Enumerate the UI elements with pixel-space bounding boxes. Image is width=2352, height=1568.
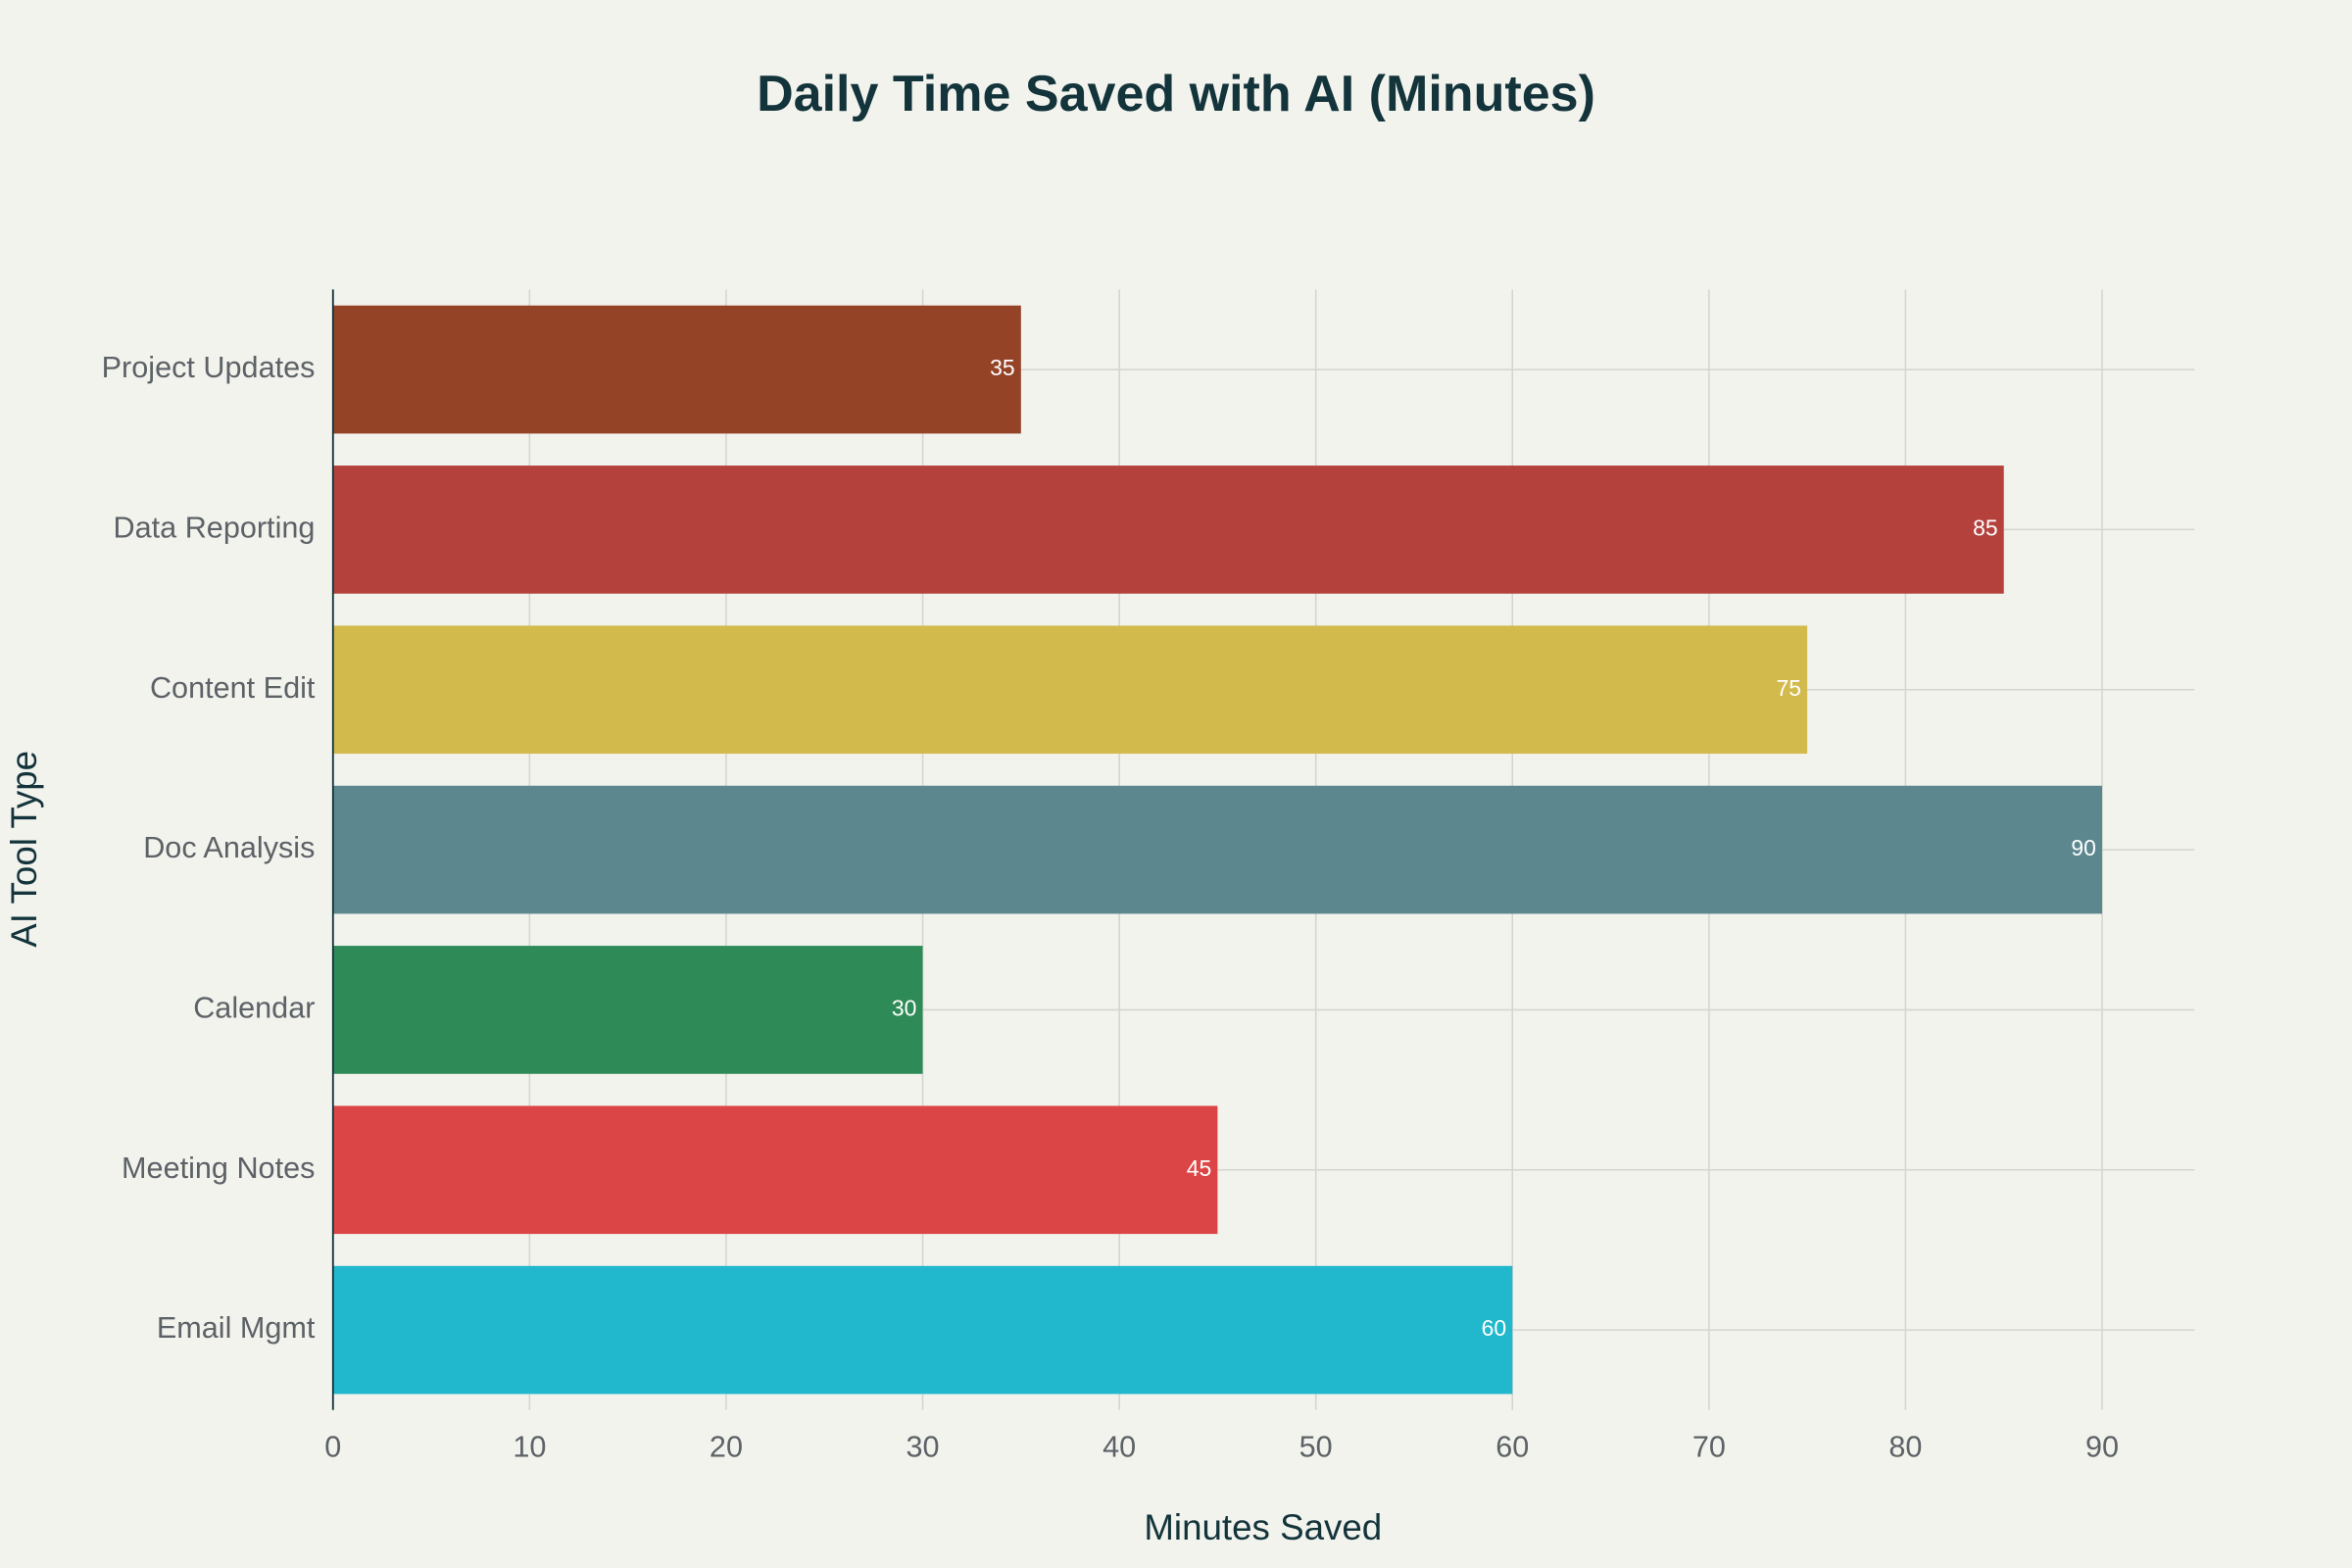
- bar: [332, 625, 1808, 755]
- x-tick-label: 40: [1102, 1431, 1136, 1464]
- y-axis-title: AI Tool Type: [4, 751, 44, 948]
- x-tick-label: 80: [1888, 1431, 1922, 1464]
- bar: [332, 1105, 1218, 1235]
- value-label: 75: [1777, 675, 1802, 701]
- y-tick-label: Meeting Notes: [122, 1152, 315, 1185]
- bar: [332, 1265, 1513, 1395]
- bar: [332, 466, 2004, 594]
- chart-title: Daily Time Saved with AI (Minutes): [757, 66, 1595, 122]
- bar: [332, 785, 2103, 914]
- value-label: 45: [1187, 1155, 1212, 1181]
- x-tick-label: 30: [906, 1431, 940, 1464]
- value-label: 35: [990, 355, 1015, 380]
- y-tick-label: Content Edit: [150, 671, 316, 705]
- bar: [332, 946, 923, 1074]
- y-tick-label: Doc Analysis: [143, 831, 315, 864]
- bars: 60 45 30 90 75 85 35: [332, 305, 2103, 1395]
- y-tick-label: Calendar: [193, 992, 315, 1025]
- value-label: 90: [2071, 835, 2096, 860]
- x-tick-label: 60: [1495, 1431, 1529, 1464]
- y-tick-label: Project Updates: [102, 351, 316, 384]
- value-label: 30: [892, 995, 917, 1020]
- x-tick-label: 70: [1692, 1431, 1726, 1464]
- y-tick-label: Email Mgmt: [157, 1311, 316, 1345]
- y-tick-label: Data Reporting: [114, 512, 316, 545]
- x-tick-label: 0: [324, 1431, 341, 1464]
- value-label: 85: [1973, 514, 1998, 540]
- x-tick-label: 20: [710, 1431, 743, 1464]
- bar: [332, 305, 1021, 434]
- x-axis-title: Minutes Saved: [1144, 1507, 1382, 1547]
- x-tick-label: 10: [513, 1431, 546, 1464]
- x-tick-label: 50: [1299, 1431, 1333, 1464]
- x-tick-label: 90: [2085, 1431, 2119, 1464]
- value-label: 60: [1482, 1315, 1507, 1341]
